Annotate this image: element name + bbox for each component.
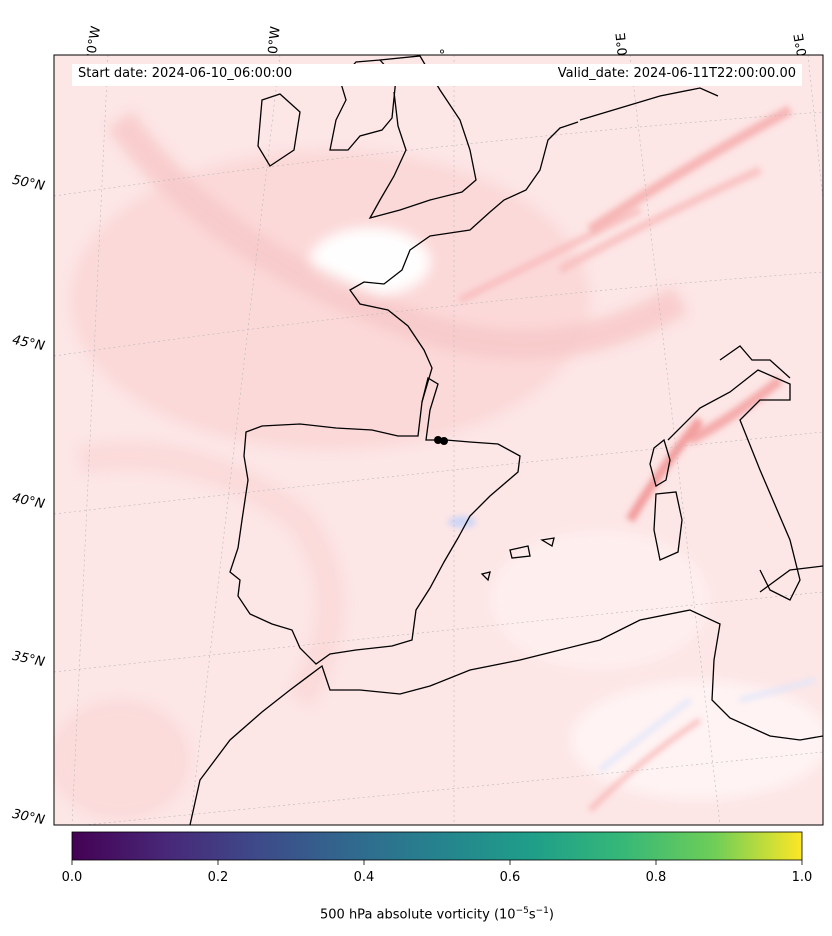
black-dot-marker [434,436,448,445]
start-date-text: Start date: 2024-06-10_06:00:00 [78,66,293,81]
graticule [54,55,823,825]
colorbar-tick: 0.4 [353,870,375,885]
colorbar-tick: 0.8 [645,870,667,885]
valid-date-text: Valid_date: 2024-06-11T22:00:00.00 [557,66,796,81]
colorbar-tick: 1.0 [791,870,813,885]
colorbar [71,831,803,861]
date-info-box [72,64,802,86]
vorticity-field [54,55,823,825]
colorbar-tick: 0.0 [61,870,83,885]
colorbar-tick: 0.6 [499,870,521,885]
colorbar-tick: 0.2 [207,870,229,885]
coastlines [189,55,823,825]
colorbar-label: 500 hPa absolute vorticity (10−5s−1) [320,906,554,923]
